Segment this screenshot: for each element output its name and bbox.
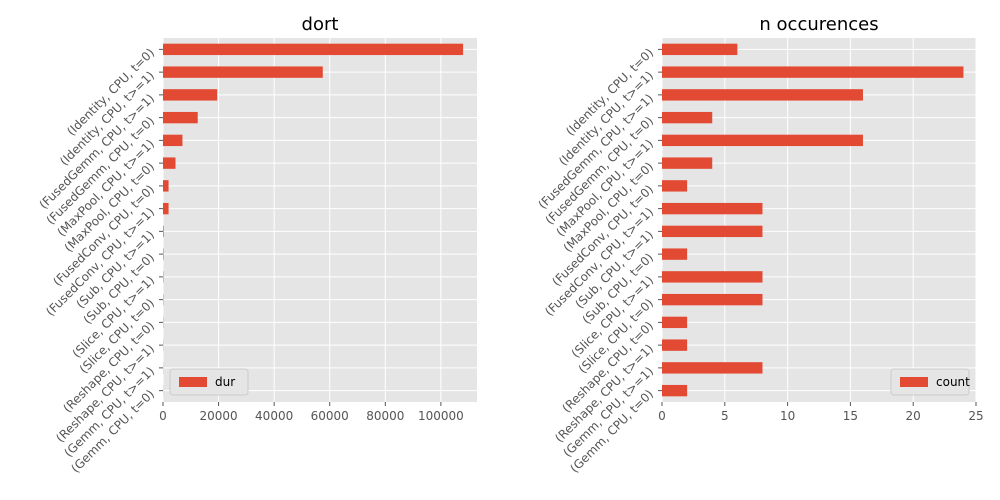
count-x-tick-label: 25 (968, 409, 983, 423)
count-bar (662, 271, 763, 283)
count-bar (662, 66, 964, 78)
count-legend-swatch (900, 377, 928, 387)
dur-bar (163, 111, 198, 124)
count-bar (662, 384, 688, 397)
dur-x-tick-label: 100000 (418, 409, 464, 423)
count-bar (662, 180, 688, 192)
count-bar (662, 157, 713, 169)
count-bar (662, 248, 688, 260)
dur-bar (163, 180, 169, 192)
dur-x-tick-label: 80000 (366, 409, 404, 423)
dur-x-tick-label: 0 (159, 409, 167, 423)
dur-bar (163, 202, 169, 215)
dur-chart-panel: 0 20000 40000 60000 80000 100000(Identity, CP… (36, 14, 477, 476)
count-bar (662, 134, 863, 147)
count-bar (662, 43, 738, 56)
dur-legend (169, 368, 249, 396)
dur-bar (163, 43, 464, 56)
count-bar (662, 225, 763, 238)
dur-chart-title: dort (302, 14, 339, 35)
dur-bar (163, 225, 164, 238)
dur-bar (163, 66, 323, 78)
count-legend (890, 368, 970, 396)
dur-legend-label: dur (215, 375, 235, 389)
count-bar (662, 316, 688, 329)
count-bar (662, 339, 688, 351)
dur-bar (163, 157, 176, 169)
count-bar (662, 362, 763, 374)
dur-bar (163, 134, 183, 147)
dur-bar (163, 89, 218, 101)
count-x-tick-label: 15 (843, 409, 858, 423)
count-legend-label: count (936, 375, 970, 389)
count-x-tick-label: 20 (906, 409, 921, 423)
dur-x-tick-label: 60000 (311, 409, 349, 423)
count-bar (662, 202, 763, 215)
count-bar (662, 293, 763, 306)
count-chart-panel: 0 5 10 15 20 25(Identity, CPU, t=0)(Identity,… (535, 14, 983, 476)
count-x-tick-label: 10 (780, 409, 795, 423)
count-x-tick-label: 0 (658, 409, 666, 423)
count-bar (662, 111, 713, 124)
count-chart-title: n occurences (759, 14, 878, 35)
dur-x-tick-label: 20000 (199, 409, 237, 423)
dur-legend-swatch (179, 377, 207, 387)
count-bar (662, 89, 863, 101)
count-x-tick-label: 5 (721, 409, 729, 423)
dur-x-tick-label: 40000 (255, 409, 293, 423)
